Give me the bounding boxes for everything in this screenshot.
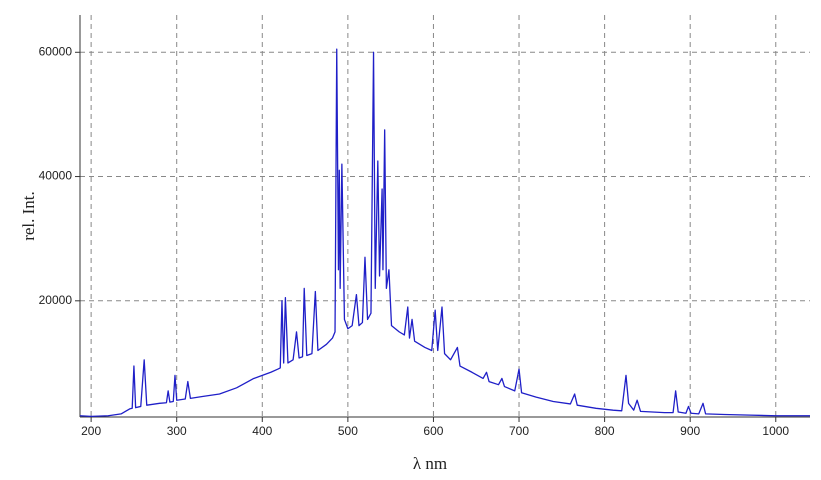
x-tick-label: 800 xyxy=(595,424,615,438)
y-tick-label: 40000 xyxy=(39,169,73,183)
x-tick-label: 600 xyxy=(423,424,443,438)
x-axis-label: λ nm xyxy=(413,454,447,473)
y-axis-label: rel. Int. xyxy=(19,191,38,241)
x-tick-label: 900 xyxy=(680,424,700,438)
x-tick-label: 300 xyxy=(167,424,187,438)
x-tick-label: 200 xyxy=(81,424,101,438)
x-tick-label: 400 xyxy=(252,424,272,438)
y-tick-label: 60000 xyxy=(39,44,73,58)
y-tick-label: 20000 xyxy=(39,293,73,307)
x-tick-label: 500 xyxy=(338,424,358,438)
spectrum-line xyxy=(79,48,810,418)
x-tick-label: 700 xyxy=(509,424,529,438)
x-tick-label: 1000 xyxy=(762,424,789,438)
